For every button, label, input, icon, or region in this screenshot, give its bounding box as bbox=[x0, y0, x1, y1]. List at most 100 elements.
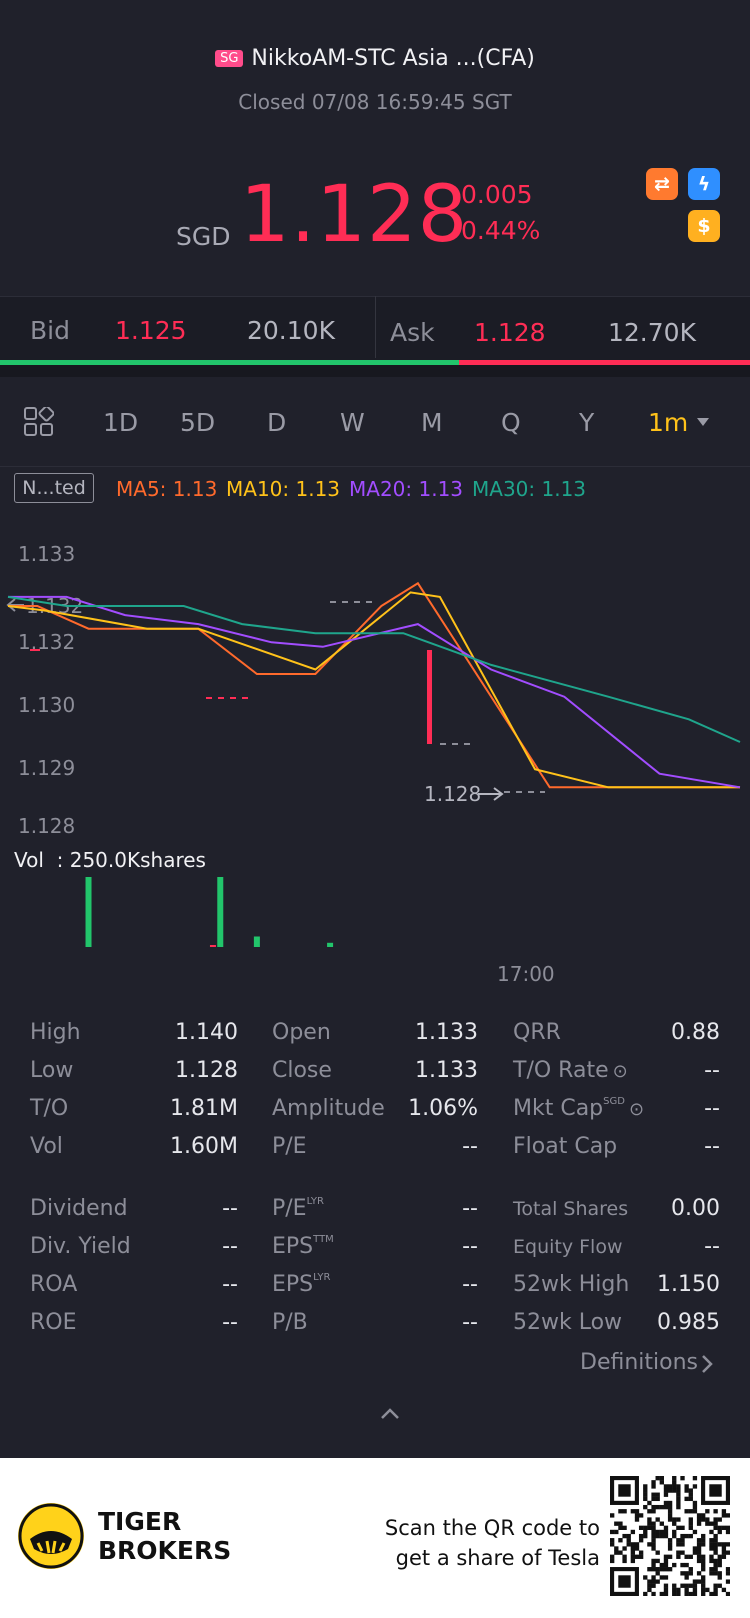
qr-module bbox=[672, 1517, 677, 1522]
ma10-label: MA10: 1.13 bbox=[226, 477, 341, 501]
stat-value: -- bbox=[462, 1310, 478, 1335]
tab-y[interactable]: Y bbox=[579, 408, 595, 437]
series-line-ma5 bbox=[8, 581, 740, 789]
ask-label: Ask bbox=[390, 318, 435, 347]
bid-ask-divider bbox=[375, 296, 376, 358]
qr-module bbox=[634, 1513, 640, 1518]
qr-module bbox=[680, 1583, 685, 1588]
qr-module bbox=[721, 1542, 727, 1547]
qr-module bbox=[651, 1562, 656, 1568]
volume-chart[interactable] bbox=[0, 875, 750, 950]
indicator-selector[interactable]: N...ted bbox=[14, 473, 94, 503]
info-icon[interactable]: ⊙ bbox=[628, 1099, 645, 1120]
qr-module bbox=[672, 1587, 677, 1593]
tab-1d[interactable]: 1D bbox=[103, 408, 139, 437]
chevron-down-icon[interactable] bbox=[697, 418, 709, 428]
qr-module bbox=[647, 1500, 652, 1506]
stat-label: QRR bbox=[513, 1020, 561, 1045]
grid-icon[interactable] bbox=[24, 407, 54, 437]
qr-module bbox=[692, 1484, 698, 1489]
qr-module bbox=[667, 1517, 673, 1522]
qr-module bbox=[651, 1504, 656, 1510]
qr-module bbox=[717, 1542, 722, 1547]
qr-finder bbox=[709, 1484, 722, 1497]
qr-module bbox=[684, 1484, 689, 1489]
qr-module bbox=[672, 1591, 677, 1596]
qr-module bbox=[667, 1500, 673, 1506]
orange-swap-icon[interactable]: ⇄ bbox=[646, 168, 678, 200]
qr-module bbox=[659, 1567, 664, 1572]
qr-module bbox=[701, 1533, 706, 1539]
tab-q[interactable]: Q bbox=[501, 408, 521, 437]
stat-label-text: 52wk High bbox=[513, 1272, 630, 1297]
qr-module bbox=[701, 1583, 706, 1588]
tab-d[interactable]: D bbox=[267, 408, 287, 437]
qr-module bbox=[630, 1542, 636, 1547]
qr-module bbox=[684, 1591, 689, 1596]
qr-module bbox=[630, 1509, 636, 1514]
qr-module bbox=[630, 1558, 636, 1564]
qr-module bbox=[655, 1558, 660, 1564]
stat-value: 1.150 bbox=[657, 1272, 720, 1297]
qr-module bbox=[692, 1579, 698, 1584]
stat-value: 0.00 bbox=[671, 1196, 720, 1221]
qr-module bbox=[638, 1533, 644, 1539]
qr-module bbox=[721, 1525, 727, 1530]
qr-module bbox=[618, 1509, 623, 1514]
qr-module bbox=[676, 1496, 681, 1502]
qr-module bbox=[659, 1533, 664, 1539]
stat-label-text: Open bbox=[272, 1020, 331, 1045]
qr-module bbox=[622, 1533, 627, 1539]
stat-label-text: Low bbox=[30, 1058, 74, 1083]
qr-module bbox=[696, 1571, 702, 1576]
tab-1m[interactable]: 1m bbox=[648, 408, 689, 437]
qr-module bbox=[655, 1529, 660, 1535]
chevron-up-icon[interactable] bbox=[380, 1406, 400, 1420]
qr-module bbox=[651, 1533, 656, 1539]
qr-module bbox=[684, 1562, 689, 1568]
stat-label: Low bbox=[30, 1058, 73, 1083]
ask-ratio-bar bbox=[459, 360, 750, 365]
qr-module bbox=[663, 1554, 669, 1559]
tab-w[interactable]: W bbox=[340, 408, 365, 437]
tab-5d[interactable]: 5D bbox=[180, 408, 216, 437]
qr-code[interactable] bbox=[610, 1476, 730, 1596]
info-icon[interactable]: ⊙ bbox=[612, 1061, 628, 1082]
stat-value: -- bbox=[704, 1134, 720, 1159]
qr-module bbox=[651, 1538, 656, 1543]
qr-module bbox=[614, 1521, 619, 1526]
qr-module bbox=[663, 1591, 669, 1596]
qr-module bbox=[651, 1567, 656, 1572]
tab-m[interactable]: M bbox=[421, 408, 443, 437]
qr-module bbox=[651, 1484, 656, 1489]
qr-module bbox=[713, 1509, 718, 1514]
qr-module bbox=[688, 1554, 693, 1559]
qr-module bbox=[676, 1488, 681, 1493]
stat-label-text: Vol bbox=[30, 1134, 63, 1159]
definitions-link[interactable]: Definitions bbox=[580, 1350, 698, 1375]
qr-module bbox=[709, 1546, 714, 1551]
dollar-icon[interactable]: $ bbox=[688, 210, 720, 242]
qr-module bbox=[634, 1546, 640, 1551]
qr-module bbox=[676, 1484, 681, 1489]
price-chart[interactable] bbox=[0, 520, 750, 840]
stat-label: P/E bbox=[272, 1134, 307, 1159]
y-tick: 1.128 bbox=[18, 814, 76, 838]
qr-module bbox=[701, 1517, 706, 1522]
qr-module bbox=[701, 1554, 706, 1559]
qr-module bbox=[721, 1587, 727, 1593]
qr-module bbox=[638, 1513, 644, 1518]
qr-module bbox=[692, 1591, 698, 1596]
qr-module bbox=[701, 1587, 706, 1593]
series-line-ma10 bbox=[7, 591, 740, 789]
qr-module bbox=[634, 1517, 640, 1522]
qr-module bbox=[651, 1525, 656, 1530]
volume-bar bbox=[85, 877, 92, 947]
stat-value: -- bbox=[222, 1272, 238, 1297]
qr-module bbox=[672, 1529, 677, 1535]
qr-module bbox=[713, 1558, 718, 1564]
stat-label: P/ELYR bbox=[272, 1196, 324, 1221]
chevron-right-icon[interactable] bbox=[700, 1354, 714, 1374]
qr-module bbox=[680, 1525, 685, 1530]
lightning-icon[interactable]: ϟ bbox=[688, 168, 720, 200]
